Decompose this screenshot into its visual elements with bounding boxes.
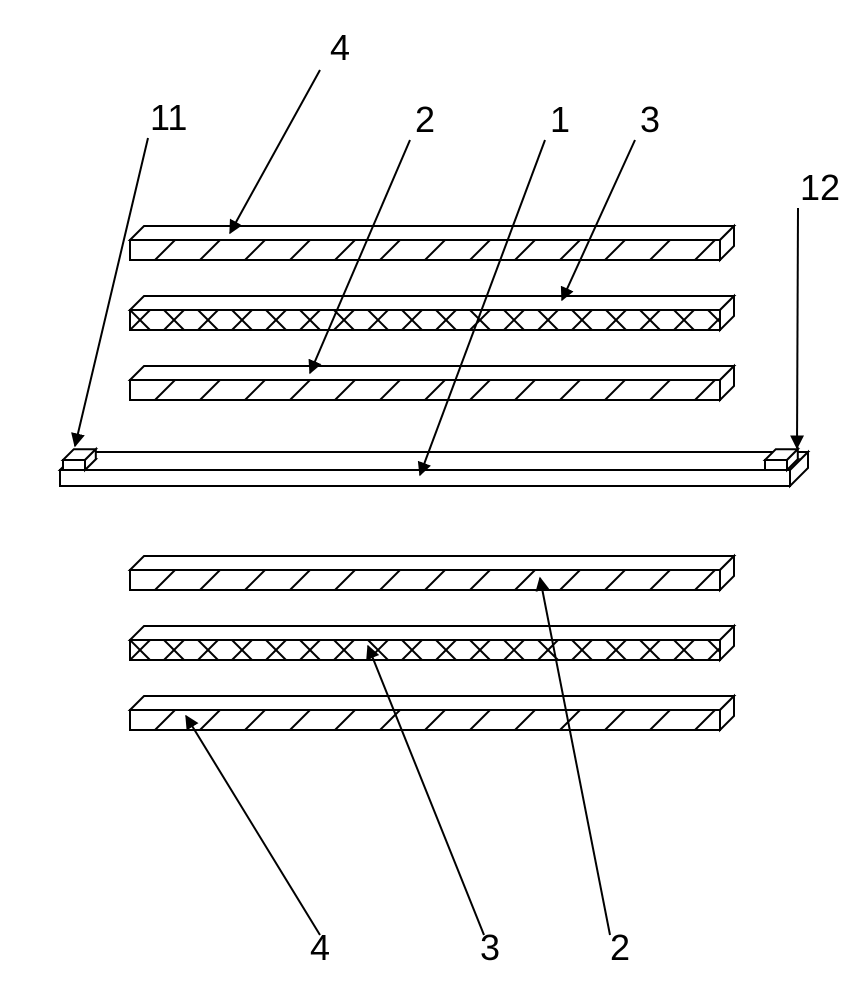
callout: 12 (797, 167, 840, 448)
callout-label: 11 (150, 97, 187, 138)
callout-label: 4 (330, 27, 350, 68)
callout: 3 (562, 99, 660, 300)
layer-bar (130, 626, 734, 660)
callout-label: 1 (550, 99, 570, 140)
layer-bar (110, 696, 734, 730)
callout-label: 12 (800, 167, 840, 208)
callout-label: 4 (310, 927, 330, 968)
middle-plate (60, 449, 808, 486)
layer-bar (110, 556, 734, 590)
callout: 4 (230, 27, 350, 233)
callout: 1 (420, 99, 570, 475)
callout-label: 3 (480, 927, 500, 968)
callout-label: 2 (610, 927, 630, 968)
layer-bar (110, 366, 734, 400)
callout-label: 2 (415, 99, 435, 140)
callout-label: 3 (640, 99, 660, 140)
callout: 4 (186, 716, 330, 968)
callout: 3 (368, 646, 500, 968)
layer-bar (110, 226, 734, 260)
layer-bar (130, 296, 734, 330)
